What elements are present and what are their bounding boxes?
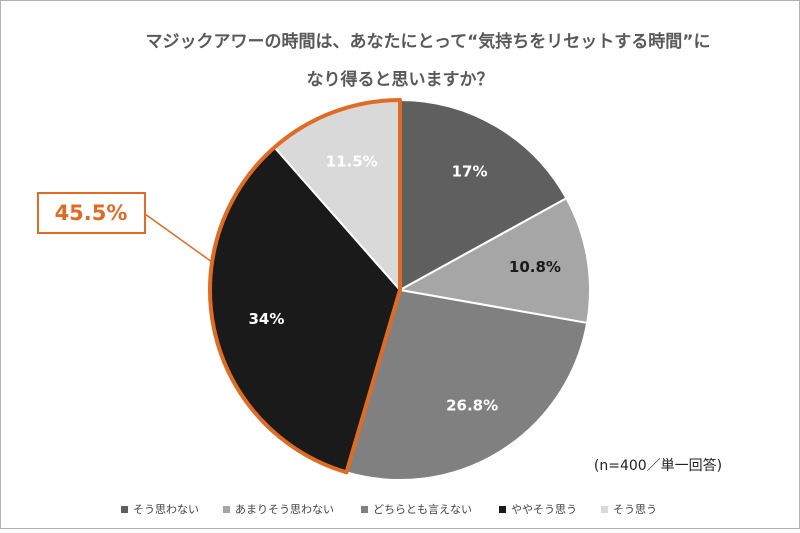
legend-label: ややそう思う <box>511 503 577 516</box>
legend-label: そう思う <box>613 503 657 516</box>
value-label: 26.8% <box>446 397 498 415</box>
pie-slice <box>399 98 568 292</box>
callout-text: 45.5% <box>55 201 128 225</box>
value-label: 34% <box>248 310 284 328</box>
legend-label: あまりそう思わない <box>235 503 334 516</box>
legend-swatch <box>361 506 368 513</box>
legend-swatch <box>121 506 128 513</box>
value-label: 11.5% <box>326 153 378 171</box>
legend-swatch <box>499 506 506 513</box>
legend-label: そう思わない <box>133 503 199 516</box>
value-label: 10.8% <box>509 258 561 276</box>
note: (n=400／単一回答) <box>594 457 722 474</box>
highlight-outline <box>208 98 402 475</box>
legend-label: どちらとも言えない <box>373 503 472 516</box>
chart-title: マジックアワーの時間は、あなたにとって“気持ちをリセットする時間”に <box>146 31 711 52</box>
legend-swatch <box>223 506 230 513</box>
chart-title: なり得ると思いますか？ <box>307 69 494 90</box>
callout-line <box>144 213 213 263</box>
legend-swatch <box>601 506 608 513</box>
pie-slice <box>345 288 589 481</box>
callout-box <box>37 192 146 234</box>
pie-slice <box>397 196 591 325</box>
value-label: 17% <box>452 163 488 181</box>
